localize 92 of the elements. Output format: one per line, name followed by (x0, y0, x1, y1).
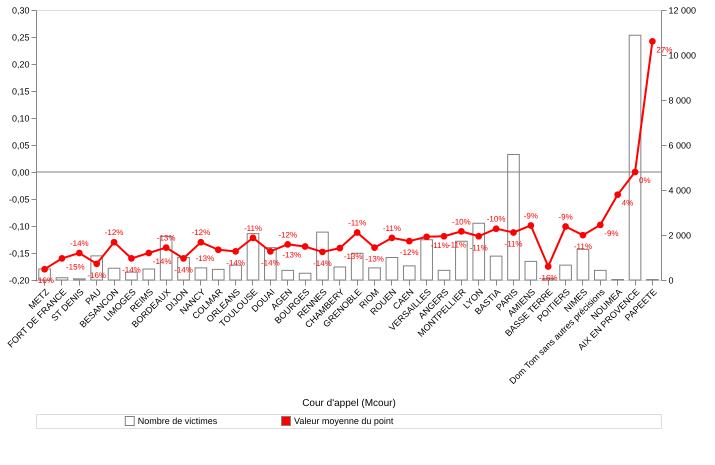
point (510, 229, 517, 236)
point (649, 38, 656, 45)
point (632, 168, 638, 176)
y-tick-label: 0,30 (12, 6, 30, 16)
y2-tick-label: 2 000 (668, 230, 692, 240)
point (388, 234, 396, 242)
y2-tick-label: 12 000 (668, 6, 696, 16)
point (41, 266, 48, 273)
y2-tick-label: 6 000 (668, 140, 692, 150)
legend-label: Nombre de victimes (138, 416, 218, 426)
point (76, 250, 83, 256)
point (562, 223, 569, 230)
annotation: -11% (448, 240, 466, 250)
point (614, 191, 622, 198)
point (544, 263, 552, 270)
point (458, 228, 465, 235)
annotation: -14% (174, 265, 193, 274)
point (406, 238, 413, 244)
x-axis-title: Cour d'appel (Mcour) (302, 398, 396, 410)
annotation: 4% (622, 198, 634, 208)
y-tick-label: 0,25 (12, 32, 30, 42)
annotation: -9% (558, 212, 573, 222)
y-tick-label: 0,10 (12, 114, 30, 124)
point (336, 244, 344, 252)
annotation: -16% (35, 276, 54, 286)
annotation: -13% (196, 254, 214, 263)
y-tick-label: -0,20 (8, 276, 30, 286)
point (110, 238, 118, 246)
y-tick-label: -0,15 (8, 248, 30, 258)
legend-label: Valeur moyenne du point (294, 416, 394, 426)
annotation: -15% (66, 262, 85, 272)
point (319, 248, 326, 256)
point (371, 244, 378, 251)
annotation: 0% (639, 176, 651, 185)
point (284, 241, 292, 248)
annotation: -11% (504, 239, 523, 248)
point (162, 244, 170, 251)
point (492, 225, 500, 232)
annotation: -11% (382, 224, 401, 233)
annotation: -14% (152, 257, 172, 266)
point (93, 260, 100, 268)
annotation: -14% (313, 258, 332, 268)
point (198, 238, 204, 246)
y-tick-label: -0,10 (8, 222, 30, 232)
point (214, 246, 222, 254)
point (440, 232, 448, 240)
y-tick-label: 0,05 (12, 140, 30, 150)
annotation: -9% (524, 211, 538, 220)
y-tick-label: 0,15 (12, 86, 30, 96)
y2-tick-label: 8 000 (668, 96, 692, 106)
y-tick-label: -0,05 (8, 194, 30, 204)
y2-tick-label: 10 000 (668, 50, 696, 60)
annotation: -11% (430, 240, 449, 250)
annotation: -13% (282, 250, 302, 260)
point (58, 255, 66, 262)
annotation: -11% (574, 242, 592, 252)
point (128, 255, 135, 262)
annotation: -10% (452, 217, 471, 226)
annotation: -12% (278, 230, 298, 240)
point (180, 255, 187, 262)
point (527, 222, 534, 229)
point (302, 243, 308, 250)
annotation: -11% (244, 224, 262, 233)
point (354, 229, 361, 236)
annotation: -11% (470, 243, 488, 252)
point (250, 234, 256, 242)
point (267, 248, 274, 255)
annotation: -12% (104, 228, 124, 238)
annotation: -12% (192, 228, 210, 238)
y-tick-label: 0,20 (12, 60, 30, 70)
annotation: -13% (344, 252, 363, 262)
point (475, 232, 482, 240)
annotation: -12% (400, 248, 419, 258)
annotation: -14% (70, 239, 89, 248)
y2-tick-label: 0 (668, 276, 674, 286)
point (580, 232, 586, 239)
annotation: -14% (122, 265, 141, 274)
y2-tick-label: 4 000 (668, 186, 692, 196)
y-tick-label: 0,00 (12, 168, 30, 178)
annotation: -11% (348, 218, 366, 228)
annotation: -13% (365, 254, 384, 264)
annotation: -13% (156, 234, 176, 243)
point (596, 222, 604, 228)
annotation: -16% (538, 274, 558, 282)
point (232, 248, 239, 255)
point (145, 250, 152, 256)
annotation: -14% (226, 258, 245, 268)
annotation: -16% (87, 270, 106, 280)
annotation: -9% (604, 228, 619, 238)
annotation: -10% (486, 214, 506, 224)
point (423, 233, 430, 240)
annotation: -14% (261, 258, 280, 268)
